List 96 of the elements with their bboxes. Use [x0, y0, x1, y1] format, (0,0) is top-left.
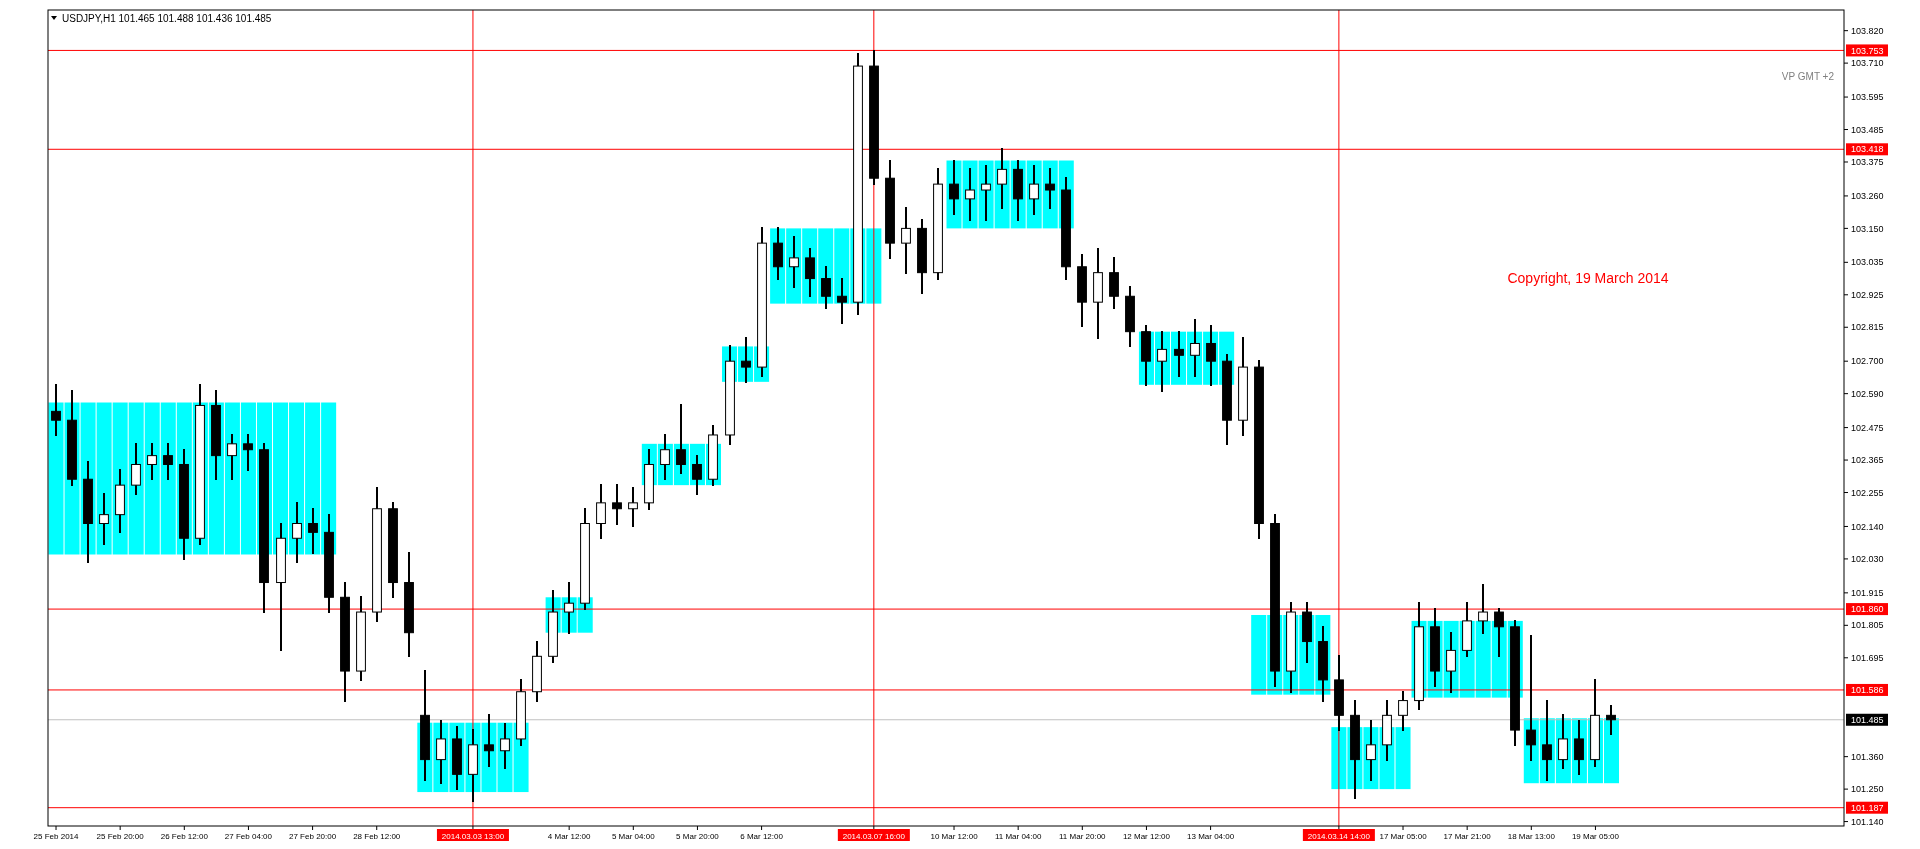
ref-line-label: 101.586	[1851, 685, 1884, 696]
y-tick-label: 103.375	[1851, 157, 1884, 168]
y-tick-label: 101.250	[1851, 784, 1884, 795]
candlestick	[1446, 631, 1456, 693]
x-tick-label: 2014.03.14 14:00	[1307, 831, 1371, 841]
x-tick-label: 17 Mar 05:00	[1379, 831, 1428, 841]
ref-line-label: 103.418	[1851, 144, 1884, 155]
x-tick-label: 25 Feb 2014	[33, 831, 80, 841]
x-tick-label: 27 Feb 04:00	[224, 831, 273, 841]
x-tick-label: 2014.03.07 16:00	[842, 831, 906, 841]
y-tick-label: 103.820	[1851, 25, 1884, 36]
candlestick	[628, 487, 638, 528]
y-tick-label: 102.255	[1851, 487, 1884, 498]
candlestick	[676, 404, 686, 475]
x-tick-label: 18 Mar 13:00	[1507, 831, 1556, 841]
x-tick-label: 13 Mar 04:00	[1187, 831, 1235, 841]
candlestick	[1574, 720, 1584, 776]
candlestick	[131, 442, 141, 495]
candlestick	[773, 227, 783, 280]
x-tick-label: 19 Mar 05:00	[1571, 831, 1620, 841]
candlestick	[965, 168, 975, 221]
y-tick-label: 101.360	[1851, 751, 1884, 762]
candlestick	[227, 433, 237, 481]
candlestick	[1366, 720, 1376, 782]
x-tick-label: 5 Mar 04:00	[611, 831, 656, 841]
y-tick-label: 103.485	[1851, 124, 1884, 135]
candlestick	[1029, 165, 1039, 215]
y-tick-label: 103.150	[1851, 223, 1884, 234]
candlestick	[660, 433, 670, 481]
candlestick	[1606, 705, 1616, 736]
candlestick	[1398, 690, 1408, 732]
x-tick-label: 25 Feb 20:00	[96, 831, 145, 841]
candlestick	[1478, 584, 1488, 634]
y-tick-label: 101.695	[1851, 652, 1884, 663]
annotation: VP GMT +2	[1781, 71, 1835, 82]
x-tick-label: 5 Mar 20:00	[676, 831, 720, 841]
candlestick	[612, 484, 622, 525]
y-tick-label: 103.595	[1851, 92, 1884, 103]
x-tick-label: 2014.03.03 13:00	[441, 831, 505, 841]
y-tick-label: 102.140	[1851, 521, 1884, 532]
candlestick	[596, 484, 606, 540]
x-tick-label: 27 Feb 20:00	[289, 831, 337, 841]
candlestick	[1558, 714, 1568, 770]
x-tick-label: 28 Feb 12:00	[353, 831, 401, 841]
x-tick-label: 17 Mar 21:00	[1443, 831, 1492, 841]
x-tick-label: 4 Mar 12:00	[547, 831, 592, 841]
y-tick-label: 102.365	[1851, 455, 1884, 466]
candlestick	[837, 277, 847, 324]
candlestick	[1174, 330, 1184, 377]
x-tick-label: 11 Mar 04:00	[994, 831, 1042, 841]
y-tick-label: 103.710	[1851, 58, 1884, 69]
candlestick	[484, 714, 494, 767]
candlestick	[292, 501, 302, 563]
candlestick	[1526, 634, 1536, 761]
x-tick-label: 26 Feb 12:00	[160, 831, 209, 841]
candlestick	[821, 265, 831, 310]
ref-line-label: 103.753	[1851, 45, 1884, 56]
chart-title: USDJPY,H1 101.465 101.488 101.436 101.485	[62, 13, 272, 24]
candlestick	[692, 454, 702, 495]
y-tick-label: 101.805	[1851, 620, 1884, 631]
candlestick	[1109, 256, 1119, 310]
candlestick	[147, 442, 157, 481]
candlestick	[805, 248, 815, 298]
candlestick	[308, 507, 318, 555]
candlestick	[981, 165, 991, 221]
x-tick-label: 10 Mar 12:00	[930, 831, 979, 841]
x-tick-label: 11 Mar 20:00	[1059, 831, 1107, 841]
candlestick	[1494, 608, 1504, 658]
candlestick	[51, 383, 61, 436]
y-tick-label: 102.475	[1851, 422, 1884, 433]
ref-line-label: 101.187	[1851, 802, 1884, 813]
y-tick-label: 101.140	[1851, 816, 1884, 827]
candlestick	[1190, 318, 1200, 377]
ref-line-label: 101.485	[1851, 714, 1884, 725]
candlestick	[243, 433, 253, 472]
candlestick	[500, 723, 510, 770]
x-tick-label: 6 Mar 12:00	[740, 831, 784, 841]
y-tick-label: 102.925	[1851, 289, 1884, 300]
y-tick-label: 102.815	[1851, 322, 1884, 333]
candlestick	[901, 206, 911, 274]
candlestick	[949, 159, 959, 215]
candlestick	[436, 720, 446, 785]
candlestick	[789, 236, 799, 289]
x-tick-label: 12 Mar 12:00	[1122, 831, 1171, 841]
annotation: Copyright, 19 March 2014	[1507, 270, 1669, 286]
candlestick	[163, 442, 173, 481]
ref-line-label: 101.860	[1851, 604, 1884, 615]
y-tick-label: 103.260	[1851, 191, 1884, 202]
y-tick-label: 102.700	[1851, 356, 1884, 367]
y-tick-label: 101.915	[1851, 588, 1884, 599]
y-tick-label: 102.590	[1851, 388, 1884, 399]
candlestick	[997, 147, 1007, 209]
y-tick-label: 103.035	[1851, 257, 1884, 268]
candlestick	[99, 492, 109, 546]
candlestick	[1045, 168, 1055, 209]
y-tick-label: 102.030	[1851, 554, 1884, 565]
